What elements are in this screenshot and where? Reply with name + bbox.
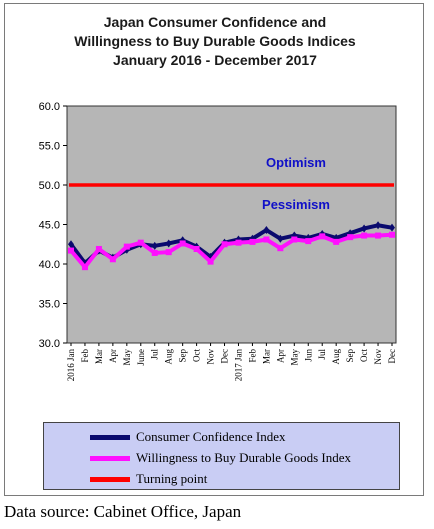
x-tick-label: Apr [108, 349, 118, 363]
x-tick-label: Oct [359, 349, 369, 362]
data-point-willingness-to-buy [319, 233, 326, 240]
data-point-consumer-confidence [151, 241, 158, 250]
x-tick-label: Jul [150, 349, 160, 360]
x-tick-label: Dec [387, 349, 397, 364]
data-point-willingness-to-buy [389, 231, 395, 238]
data-source-note: Data source: Cabinet Office, Japan [4, 502, 242, 521]
data-point-willingness-to-buy [291, 236, 298, 243]
x-tick-label: June [136, 349, 146, 366]
data-point-willingness-to-buy [249, 238, 256, 245]
legend-swatch-willingness [90, 456, 130, 461]
y-tick-label: 55.0 [39, 141, 60, 153]
legend: Consumer Confidence Index Willingness to… [43, 422, 400, 490]
x-tick-label: Aug [164, 349, 174, 365]
data-point-willingness-to-buy [221, 241, 228, 248]
data-point-consumer-confidence [375, 221, 382, 230]
x-tick-label: 2017 Jan [233, 349, 243, 382]
chart-title-line-2: Willingness to Buy Durable Goods Indices [74, 33, 356, 49]
y-tick-label: 45.0 [39, 220, 60, 232]
x-tick-label: 2016 Jan [66, 349, 76, 382]
line-chart: 60.0 55.0 50.0 45.0 40.0 35.0 30.0 2016 Jan Feb M… [39, 101, 397, 382]
data-point-consumer-confidence [361, 224, 368, 233]
x-tick-label: Nov [373, 349, 383, 365]
data-point-willingness-to-buy [361, 232, 368, 239]
x-tick-label: Sep [178, 349, 188, 363]
x-tick-label: Mar [261, 349, 271, 364]
legend-label-consumer-confidence: Consumer Confidence Index [136, 429, 286, 444]
data-point-willingness-to-buy [333, 238, 340, 245]
x-tick-label: Feb [80, 349, 90, 363]
annotation-pessimism: Pessimism [262, 197, 330, 212]
data-point-willingness-to-buy [193, 245, 200, 252]
data-point-willingness-to-buy [165, 249, 172, 256]
data-point-willingness-to-buy [375, 232, 382, 239]
plot-area [66, 105, 397, 344]
x-tick-label: Jul [317, 349, 327, 360]
data-point-consumer-confidence [263, 226, 270, 235]
chart-frame: Japan Consumer Confidence and Willingnes… [4, 3, 424, 496]
data-point-willingness-to-buy [68, 247, 74, 254]
data-point-willingness-to-buy [277, 245, 284, 252]
data-point-willingness-to-buy [305, 238, 312, 245]
legend-swatch-turning-point [90, 477, 130, 482]
data-point-willingness-to-buy [137, 239, 144, 246]
x-tick-label: May [289, 349, 299, 366]
data-point-willingness-to-buy [109, 256, 116, 263]
x-tick-label: Dec [220, 349, 230, 364]
legend-label-turning-point: Turning point [136, 471, 208, 486]
y-tick-label: 50.0 [39, 180, 60, 192]
x-tick-label: Sep [345, 349, 355, 363]
legend-item-turning-point: Turning point [44, 469, 399, 487]
data-point-willingness-to-buy [123, 243, 130, 250]
legend-item-consumer-confidence: Consumer Confidence Index [44, 427, 399, 445]
data-point-willingness-to-buy [151, 249, 158, 256]
y-tick-label: 60.0 [39, 101, 60, 113]
legend-label-willingness: Willingness to Buy Durable Goods Index [136, 450, 352, 465]
y-tick-label: 30.0 [39, 338, 60, 350]
legend-swatch-consumer-confidence [90, 435, 130, 440]
data-point-consumer-confidence [165, 239, 172, 248]
x-tick-label: Aug [331, 349, 341, 365]
data-point-willingness-to-buy [179, 240, 186, 247]
y-tick-label: 35.0 [39, 299, 60, 311]
data-point-consumer-confidence [389, 223, 395, 232]
data-point-willingness-to-buy [263, 236, 270, 243]
data-point-consumer-confidence [277, 234, 284, 243]
annotation-optimism: Optimism [266, 155, 326, 170]
x-tick-label: May [122, 349, 132, 366]
x-tick-label: Nov [206, 349, 216, 365]
data-point-willingness-to-buy [207, 258, 214, 265]
x-tick-label: Jun [303, 349, 313, 362]
x-tick-label: Oct [192, 349, 202, 362]
data-point-willingness-to-buy [95, 245, 102, 252]
data-point-willingness-to-buy [235, 239, 242, 246]
x-tick-label: Apr [275, 349, 285, 363]
data-point-consumer-confidence [68, 240, 74, 249]
x-tick-label: Mar [94, 349, 104, 364]
y-tick-label: 40.0 [39, 259, 60, 271]
data-point-willingness-to-buy [347, 234, 354, 241]
legend-item-willingness: Willingness to Buy Durable Goods Index [44, 448, 399, 466]
data-point-consumer-confidence [207, 252, 214, 261]
chart-title-line-1: Japan Consumer Confidence and [103, 14, 327, 30]
chart-title-line-3: January 2016 - December 2017 [113, 52, 317, 68]
x-tick-label: Feb [247, 349, 257, 363]
data-point-willingness-to-buy [81, 264, 88, 271]
